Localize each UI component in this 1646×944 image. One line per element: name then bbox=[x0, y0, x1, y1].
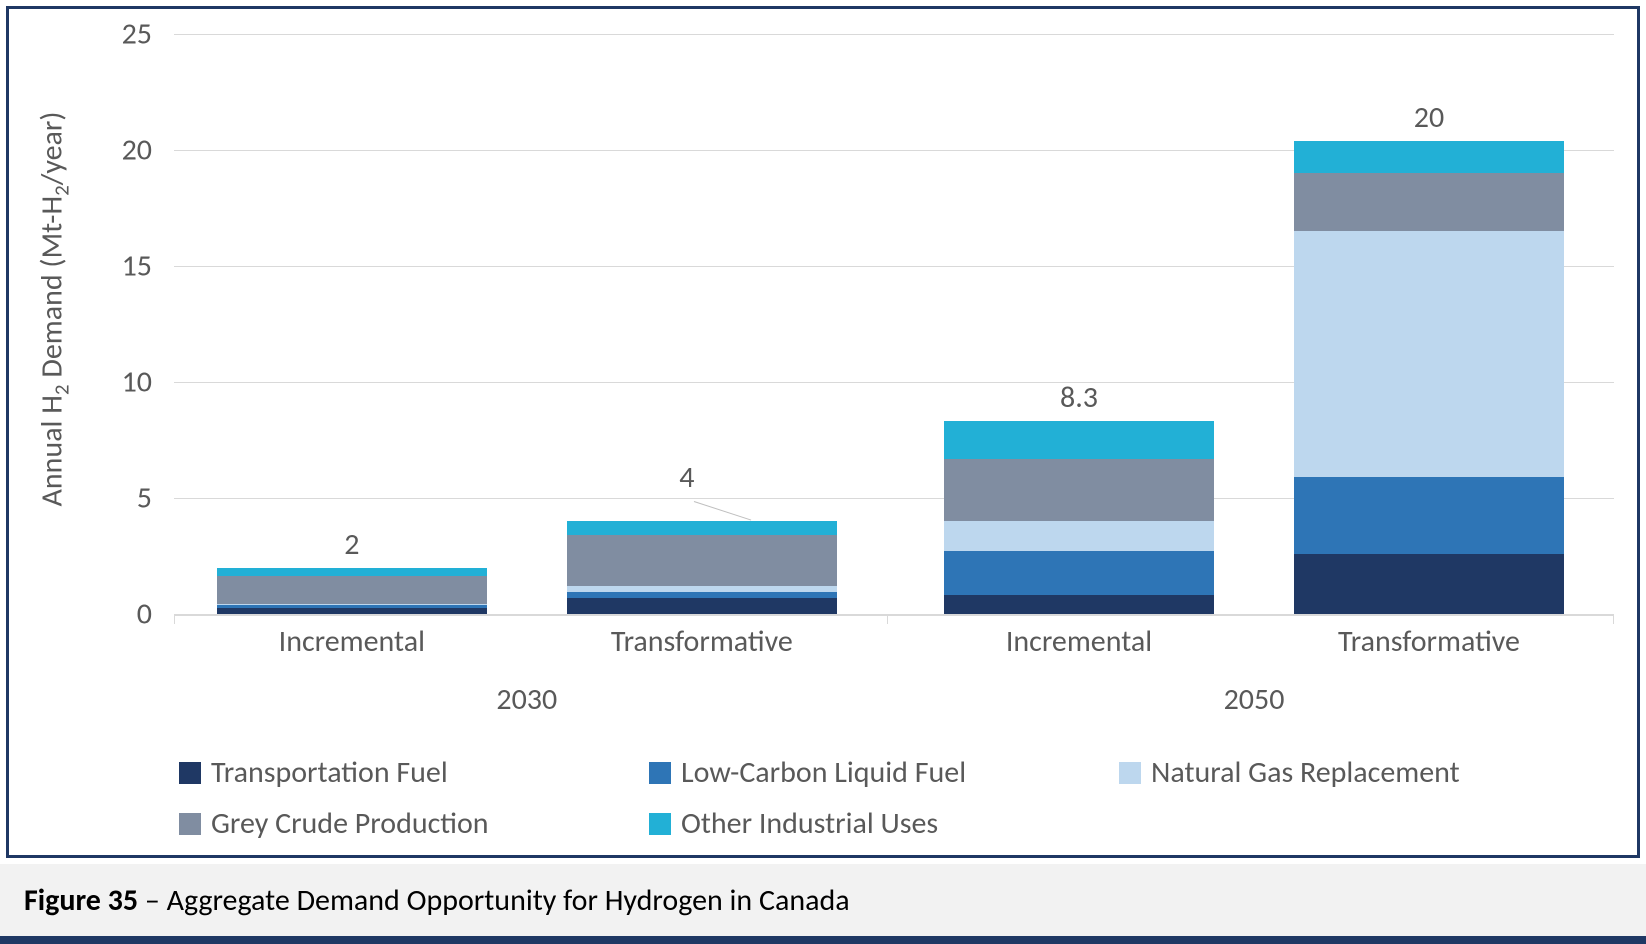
figure-caption: Figure 35 – Aggregate Demand Opportunity… bbox=[24, 882, 850, 919]
figure-caption-separator: – bbox=[138, 882, 167, 919]
legend-item-low-carbon-liquid-fuel: Low-Carbon Liquid Fuel bbox=[649, 754, 1119, 791]
figure-caption-prefix: Figure 35 bbox=[24, 882, 138, 919]
x-bar-scenario-label: Transformative bbox=[1338, 623, 1520, 660]
x-tick bbox=[887, 614, 888, 624]
x-group-year-label: 2030 bbox=[496, 681, 557, 718]
legend-label: Low-Carbon Liquid Fuel bbox=[681, 754, 966, 791]
legend: Transportation Fuel Low-Carbon Liquid Fue… bbox=[179, 754, 1599, 856]
legend-swatch bbox=[649, 762, 671, 784]
bar-segment-low-carbon-liquid-fuel bbox=[567, 592, 837, 598]
bar-segment-natural-gas-replacement bbox=[567, 586, 837, 592]
x-tick bbox=[1613, 614, 1614, 624]
bar-segment-low-carbon-liquid-fuel bbox=[944, 551, 1214, 595]
figure-caption-bar: Figure 35 – Aggregate Demand Opportunity… bbox=[0, 864, 1646, 944]
bar-segment-other-industrial-uses bbox=[1294, 141, 1564, 173]
legend-label: Transportation Fuel bbox=[211, 754, 448, 791]
x-bar-scenario-label: Incremental bbox=[1006, 623, 1152, 660]
legend-swatch bbox=[179, 813, 201, 835]
legend-swatch bbox=[649, 813, 671, 835]
y-tick-label: 5 bbox=[137, 480, 152, 517]
bar-segment-natural-gas-replacement bbox=[944, 521, 1214, 551]
bar-total-label: 4 bbox=[679, 459, 694, 496]
y-tick-label: 25 bbox=[122, 16, 152, 53]
legend-item-transportation-fuel: Transportation Fuel bbox=[179, 754, 649, 791]
bar-segment-transportation-fuel bbox=[217, 608, 487, 614]
legend-swatch bbox=[1119, 762, 1141, 784]
bar-segment-transportation-fuel bbox=[944, 595, 1214, 614]
plot-area bbox=[174, 34, 1614, 614]
bar-total-label: 20 bbox=[1414, 99, 1444, 136]
y-tick-label: 10 bbox=[122, 364, 152, 401]
legend-swatch bbox=[179, 762, 201, 784]
legend-item-grey-crude-production: Grey Crude Production bbox=[179, 805, 649, 842]
y-tick-label: 0 bbox=[137, 596, 152, 633]
bar-total-label: 8.3 bbox=[1060, 379, 1098, 416]
bar-segment-grey-crude-production bbox=[217, 576, 487, 604]
bar-segment-transportation-fuel bbox=[567, 598, 837, 614]
figure-wrapper: Annual H2 Demand (Mt-H2/year) 0 5 10 15 20 25… bbox=[0, 0, 1646, 944]
legend-label: Grey Crude Production bbox=[211, 805, 489, 842]
chart-frame: Annual H2 Demand (Mt-H2/year) 0 5 10 15 20 25… bbox=[6, 6, 1640, 858]
bar-segment-low-carbon-liquid-fuel bbox=[217, 605, 487, 608]
bar-segment-other-industrial-uses bbox=[217, 568, 487, 576]
figure-caption-text: Aggregate Demand Opportunity for Hydroge… bbox=[167, 882, 850, 919]
bar-segment-grey-crude-production bbox=[567, 535, 837, 586]
x-bar-scenario-label: Incremental bbox=[279, 623, 425, 660]
legend-label: Other Industrial Uses bbox=[681, 805, 938, 842]
bar-segment-natural-gas-replacement bbox=[1294, 231, 1564, 477]
bar-total-label: 2 bbox=[344, 526, 359, 563]
y-tick-label: 15 bbox=[122, 248, 152, 285]
legend-item-natural-gas-replacement: Natural Gas Replacement bbox=[1119, 754, 1589, 791]
legend-item-other-industrial-uses: Other Industrial Uses bbox=[649, 805, 1119, 842]
bar-segment-grey-crude-production bbox=[1294, 173, 1564, 231]
bar-segment-other-industrial-uses bbox=[567, 521, 837, 535]
bar-segment-other-industrial-uses bbox=[944, 421, 1214, 458]
bar-segment-grey-crude-production bbox=[944, 459, 1214, 522]
y-axis-title: Annual H2 Demand (Mt-H2/year) bbox=[34, 59, 75, 559]
x-group-year-label: 2050 bbox=[1224, 681, 1285, 718]
x-bar-scenario-label: Transformative bbox=[611, 623, 793, 660]
bar-segment-low-carbon-liquid-fuel bbox=[1294, 477, 1564, 554]
x-axis-baseline bbox=[174, 614, 1614, 616]
bar-segment-natural-gas-replacement bbox=[217, 604, 487, 605]
y-tick-label: 20 bbox=[122, 132, 152, 169]
x-tick bbox=[174, 614, 175, 624]
bar-segment-transportation-fuel bbox=[1294, 554, 1564, 614]
legend-label: Natural Gas Replacement bbox=[1151, 754, 1460, 791]
